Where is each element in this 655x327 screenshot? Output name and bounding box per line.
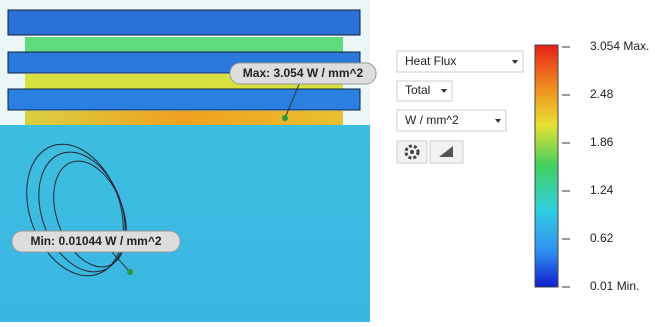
legend-label: 0.01 Min. — [590, 279, 639, 293]
plate — [8, 89, 360, 110]
legend: 3.054 Max. 2.48 1.86 1.24 0.62 0.01 Min. — [562, 39, 649, 293]
result-dropdown[interactable]: Heat Flux — [397, 51, 523, 72]
plate — [8, 10, 360, 35]
viewport: Max: 3.054 W / mm^2 Min: 0.01044 W / mm^… — [0, 0, 376, 322]
legend-label: 1.86 — [590, 135, 614, 149]
base — [0, 125, 370, 322]
fin — [25, 111, 343, 125]
fin — [25, 37, 343, 52]
color-scale — [535, 45, 558, 287]
legend-label: 1.24 — [590, 183, 614, 197]
max-label: Max: 3.054 W / mm^2 — [243, 66, 364, 80]
dropdown-text: Total — [405, 83, 430, 97]
dropdown-text: Heat Flux — [405, 54, 456, 68]
dropdown-text: W / mm^2 — [405, 113, 459, 127]
legend-label: 2.48 — [590, 87, 614, 101]
screen: Max: 3.054 W / mm^2 Min: 0.01044 W / mm^… — [0, 0, 655, 322]
component-dropdown[interactable]: Total — [397, 81, 452, 101]
adjust-button[interactable] — [430, 141, 463, 163]
legend-label: 0.62 — [590, 231, 614, 245]
legend-label: 3.054 Max. — [590, 39, 649, 53]
unit-dropdown[interactable]: W / mm^2 — [397, 110, 506, 131]
min-label: Min: 0.01044 W / mm^2 — [30, 234, 161, 248]
page: Max: 3.054 W / mm^2 Min: 0.01044 W / mm^… — [0, 0, 655, 322]
probe — [282, 115, 288, 121]
probe — [127, 269, 133, 275]
settings-button[interactable] — [397, 141, 427, 163]
